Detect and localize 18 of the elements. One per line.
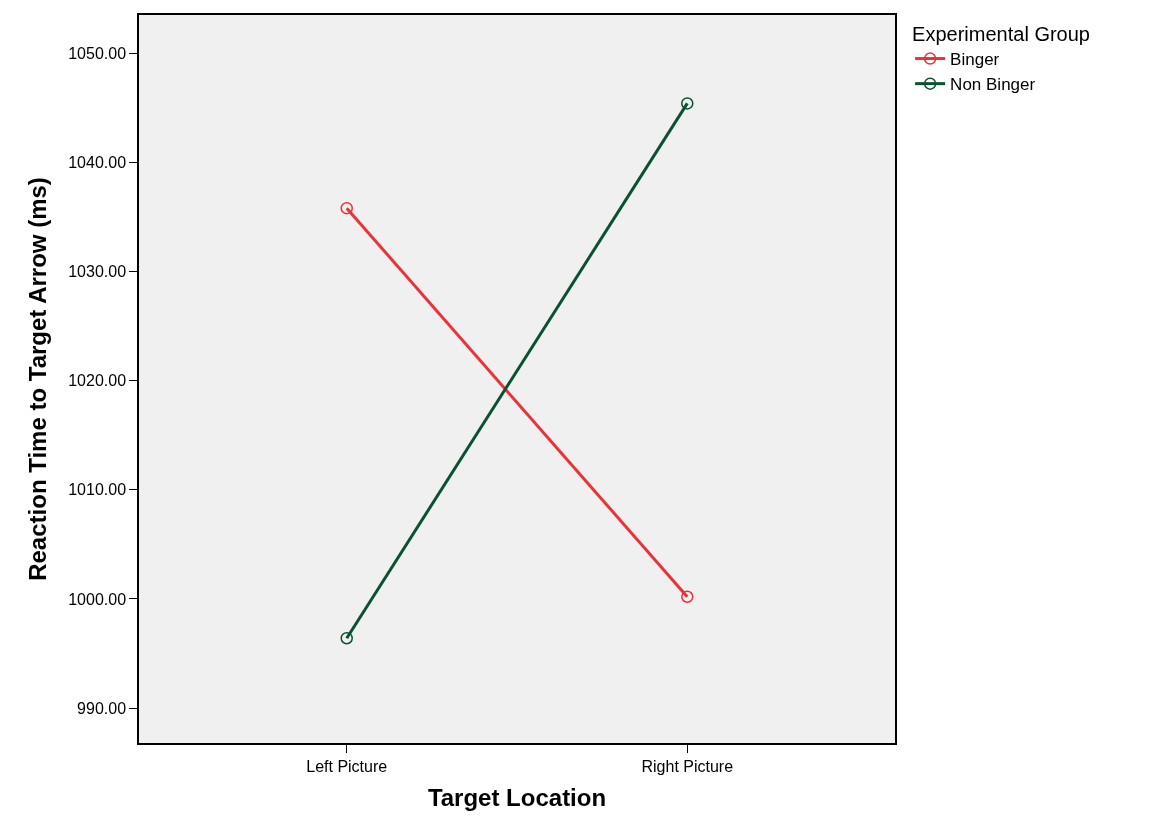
y-axis-title: Reaction Time to Target Arrow (ms): [23, 177, 51, 581]
y-tick-label: 1050.00: [68, 44, 127, 62]
y-tick-label: 1010.00: [68, 481, 127, 499]
legend-title: Experimental Group: [912, 23, 1090, 45]
y-tick-label: 1000.00: [68, 590, 127, 608]
y-tick-label: 1020.00: [68, 372, 127, 390]
x-axis-title: Target Location: [427, 783, 607, 811]
point: [340, 631, 353, 645]
y-tick-label: 990.00: [77, 699, 127, 717]
legend-label: Binger: [950, 50, 1000, 70]
x-tick-label: Right Picture: [641, 757, 734, 775]
x-tick-label: Left Picture: [306, 757, 388, 775]
point: [681, 97, 694, 110]
point: [681, 590, 694, 603]
legend-label: Non Binger: [950, 75, 1036, 95]
point: [340, 201, 353, 215]
y-tick-label: 1030.00: [68, 263, 127, 281]
y-tick-label: 1040.00: [68, 153, 127, 171]
